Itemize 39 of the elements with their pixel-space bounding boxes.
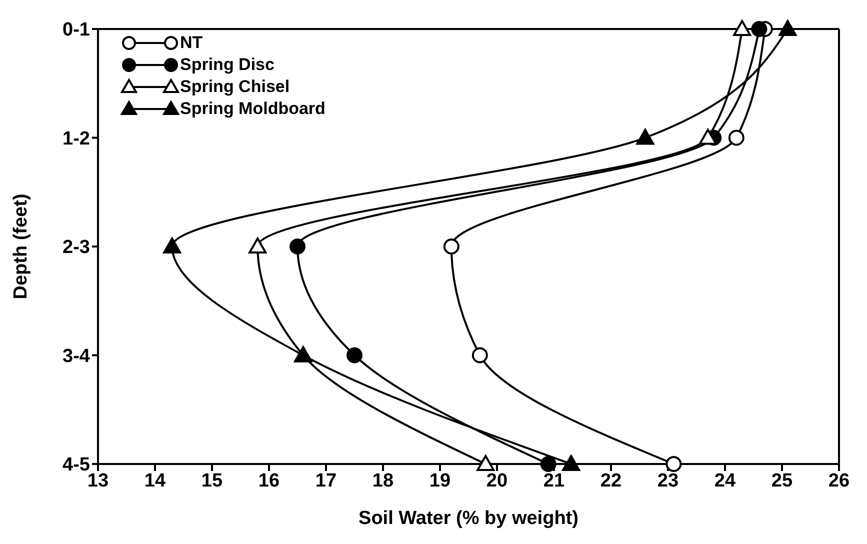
point	[163, 238, 182, 254]
point	[248, 238, 267, 254]
x-tick-label: 18	[372, 470, 394, 492]
point	[636, 128, 654, 145]
point	[476, 455, 495, 471]
x-tick-label: 21	[543, 470, 565, 492]
x-tick-label: 20	[486, 470, 508, 492]
point	[666, 456, 682, 472]
point	[540, 456, 556, 472]
point	[472, 347, 488, 364]
point	[562, 455, 580, 471]
y-tick-label: 1-2	[62, 128, 90, 150]
legend-label: Spring Chisel	[180, 77, 290, 97]
x-axis-title: Soil Water (% by weight)	[358, 508, 578, 529]
y-tick-label: 0-1	[62, 20, 90, 41]
x-tick-label: 24	[714, 470, 736, 492]
x-tick-label: 23	[657, 470, 679, 492]
point	[443, 238, 460, 254]
x-tick-label: 14	[144, 470, 166, 492]
legend-label: NT	[180, 33, 203, 53]
y-tick-label: 3-4	[62, 346, 90, 367]
legend-label: Spring Moldboard	[180, 99, 326, 119]
x-tick-label: 25	[771, 470, 793, 492]
x-tick-label: 16	[258, 470, 280, 492]
point	[346, 347, 362, 364]
point	[733, 20, 752, 36]
point	[728, 130, 744, 146]
point	[290, 238, 306, 254]
x-tick-label: 17	[315, 470, 337, 492]
point	[698, 128, 717, 145]
y-tick-label: 2-3	[62, 237, 90, 258]
point	[778, 20, 797, 36]
legend-label: Spring Disc	[180, 55, 274, 75]
y-axis-title: Depth (feet)	[10, 194, 32, 300]
x-tick-label: 22	[600, 470, 622, 492]
x-tick-label: 15	[201, 470, 223, 492]
x-tick-label: 19	[429, 470, 451, 492]
x-tick-label: 26	[828, 470, 850, 492]
point	[751, 21, 768, 37]
